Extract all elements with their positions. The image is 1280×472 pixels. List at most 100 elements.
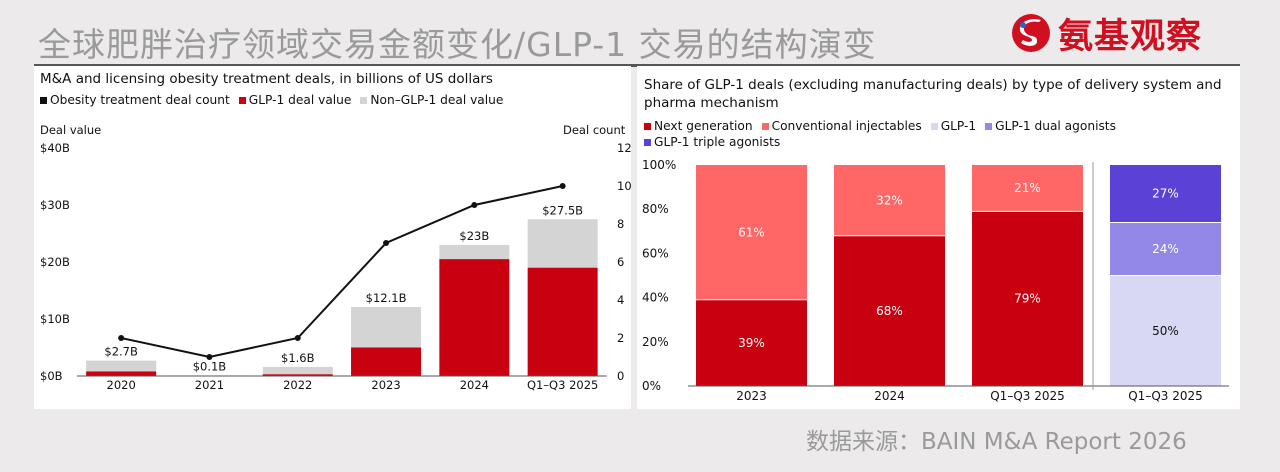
bar-total-label: $27.5B — [542, 203, 583, 217]
y-tick-label: 60% — [642, 246, 669, 260]
bar-non-glp1-value — [351, 307, 422, 348]
deal-count-point — [118, 335, 125, 341]
deal-count-point — [294, 335, 301, 341]
bar-non-glp1-value — [439, 244, 510, 260]
legend-swatch-conventional-injectables — [761, 122, 769, 130]
bar-total-label: $0.1B — [193, 359, 227, 373]
x-tick-label: 2024 — [460, 378, 489, 392]
right-axis-title: Deal count — [563, 123, 626, 137]
legend-label: Obesity treatment deal count — [50, 93, 230, 107]
bar-segment-label: 32% — [876, 193, 903, 207]
left-y-tick: $20B — [40, 255, 70, 269]
logo-text: 氨基观察 — [1058, 16, 1203, 57]
left-y-tick: $40B — [40, 141, 70, 155]
y-tick-label: 80% — [642, 202, 669, 216]
right-y-tick: 4 — [617, 293, 624, 307]
legend-swatch-non-glp1-value — [360, 96, 368, 104]
legend-label: Non–GLP-1 deal value — [370, 93, 504, 107]
legend-item-deal-count: Obesity treatment deal count — [40, 93, 230, 107]
right-chart-plot: 0% 20% 40% 60% 80% 100% 39% 61% 2023 68% 32% 2024 79… — [642, 158, 1229, 403]
bar-segment-label: 24% — [1152, 242, 1179, 256]
bar-segment-label: 50% — [1152, 324, 1179, 338]
legend-label: Next generation — [654, 119, 753, 133]
x-tick-label: 2024 — [874, 389, 905, 403]
deal-count-point — [471, 202, 478, 208]
x-tick-label: 2021 — [195, 378, 224, 392]
bar-segment-label: 27% — [1152, 187, 1179, 201]
legend-swatch-glp1-dual — [985, 122, 993, 130]
legend-swatch-next-generation — [644, 122, 651, 130]
bar-glp1-value — [439, 259, 510, 376]
left-y-tick: $10B — [40, 312, 70, 326]
deal-count-line — [120, 185, 563, 359]
right-y-tick: 10 — [617, 179, 631, 193]
right-y-tick: 0 — [617, 369, 624, 383]
right-chart-title: Share of GLP-1 deals (excluding manufact… — [644, 76, 1222, 112]
bar-glp1-value — [527, 267, 598, 376]
legend-item-next-generation: Next generation — [644, 119, 753, 133]
bar-segment-glp-1 — [1110, 275, 1221, 386]
left-chart-title: M&A and licensing obesity treatment deal… — [40, 71, 493, 87]
x-tick-label: 2023 — [371, 378, 400, 392]
legend-swatch-glp1 — [930, 122, 938, 130]
glp1-share-chart-panel: Share of GLP-1 deals (excluding manufact… — [637, 66, 1240, 409]
bar-segment-conventional-injectables — [834, 165, 945, 236]
left-chart-legend: Obesity treatment deal count GLP-1 deal … — [40, 93, 503, 107]
brand-logo: 氨基观察 — [1010, 10, 1203, 57]
x-tick-label: Q1–Q3 2025 — [527, 378, 598, 392]
right-y-tick: 8 — [617, 217, 624, 231]
bar-non-glp1-value — [262, 366, 333, 375]
x-tick-label: Q1–Q3 2025 — [990, 389, 1065, 403]
bar-segment-label: 39% — [738, 336, 765, 350]
legend-item-glp1: GLP-1 — [930, 119, 977, 133]
legend-swatch-glp1-triple — [644, 138, 651, 146]
bar-segment-conventional-injectables — [972, 165, 1083, 212]
bar-glp1-value — [262, 374, 333, 376]
legend-label: GLP-1 deal value — [248, 93, 352, 107]
left-y-tick: $30B — [40, 198, 70, 212]
right-y-tick: 2 — [617, 331, 624, 345]
bar-segment-label: 61% — [738, 225, 765, 239]
right-chart-title-line2: pharma mechanism — [644, 95, 779, 111]
deal-count-point — [206, 354, 213, 360]
bar-segment-label: 68% — [876, 304, 903, 318]
bar-non-glp1-value — [86, 360, 157, 372]
legend-label: GLP-1 dual agonists — [995, 119, 1116, 133]
bar-non-glp1-value — [527, 219, 598, 268]
bar-segment-label: 21% — [1014, 181, 1041, 195]
legend-label: GLP-1 triple agonists — [654, 135, 781, 149]
deal-count-point — [383, 240, 390, 246]
x-tick-label: 2020 — [107, 378, 136, 392]
bar-total-label: $1.6B — [281, 351, 315, 365]
y-tick-label: 0% — [642, 379, 661, 393]
left-chart-plot: $0B $10B $20B $30B $40B 0 2 4 6 8 10 12 $2.7B 2020 $0.… — [40, 141, 631, 392]
y-tick-label: 20% — [642, 335, 669, 349]
deal-count-point — [559, 183, 566, 189]
x-tick-label: Q1–Q3 2025 — [1128, 389, 1203, 403]
left-y-tick: $0B — [40, 369, 63, 383]
legend-label: GLP-1 — [940, 119, 977, 133]
bar-segment-conventional-injectables — [696, 165, 807, 300]
legend-label: Conventional injectables — [771, 119, 922, 133]
logo-icon — [1012, 14, 1050, 52]
source-note: 数据来源：BAIN M&A Report 2026 — [806, 429, 1187, 455]
right-chart-title-line1: Share of GLP-1 deals (excluding manufact… — [644, 77, 1222, 93]
y-tick-label: 40% — [642, 291, 669, 305]
title-divider — [34, 64, 1240, 67]
bar-segment-label: 79% — [1014, 292, 1041, 306]
legend-item-conventional-injectables: Conventional injectables — [761, 119, 922, 133]
bar-glp1-value — [351, 347, 422, 376]
bar-segment-glp-1-dual-agonists — [1110, 222, 1221, 276]
deal-value-chart-panel: M&A and licensing obesity treatment deal… — [34, 66, 631, 409]
legend-item-glp1-dual: GLP-1 dual agonists — [985, 119, 1116, 133]
y-tick-label: 100% — [642, 158, 676, 172]
x-tick-label: 2022 — [283, 378, 312, 392]
legend-item-glp1-triple: GLP-1 triple agonists — [644, 135, 780, 149]
right-y-tick: 12 — [617, 141, 631, 155]
bar-segment-next-generation — [696, 299, 807, 386]
page-title: 全球肥胖治疗领域交易金额变化/GLP-1 交易的结构演变 — [38, 25, 877, 64]
legend-swatch-deal-count — [40, 96, 47, 104]
bar-total-label: $12.1B — [366, 291, 407, 305]
bar-total-label: $2.7B — [104, 345, 138, 359]
left-axis-title: Deal value — [40, 123, 102, 137]
